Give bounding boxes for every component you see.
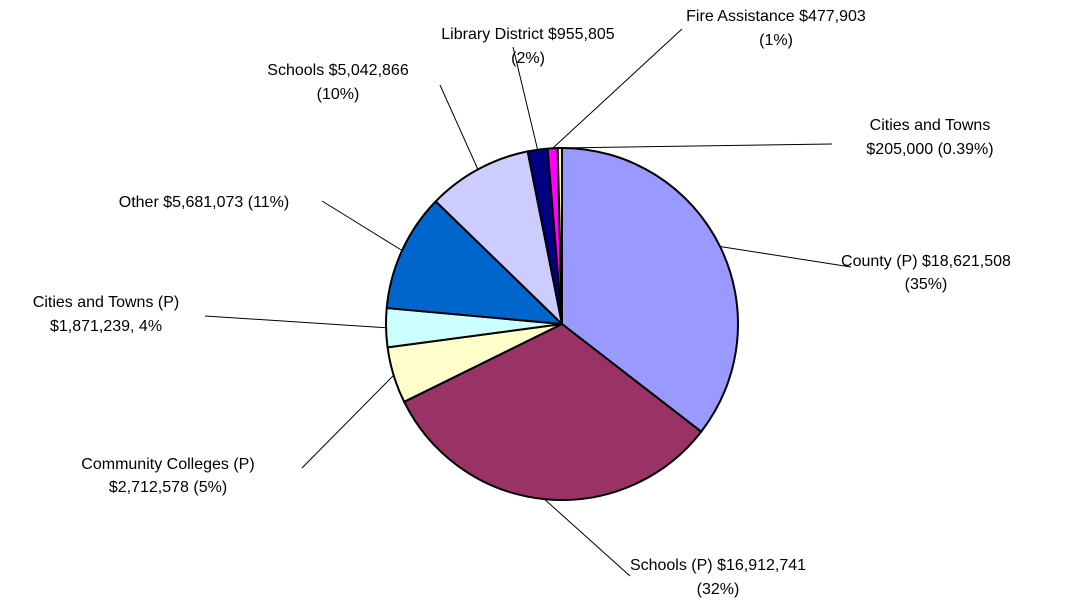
leader-line <box>552 28 683 149</box>
slice-label-line: (2%) <box>511 50 545 67</box>
pie-slice <box>403 323 703 501</box>
slice-label-line: Community Colleges (P) <box>81 456 254 473</box>
pie-slices <box>385 146 739 501</box>
slice-label-line: Fire Assistance $477,903 <box>686 8 866 25</box>
pie-slice <box>434 150 563 325</box>
leader-line <box>512 46 539 150</box>
slice-label-line: $2,712,578 (5%) <box>109 479 227 496</box>
slice-label-line: Library District $955,805 <box>441 26 615 43</box>
slice-label-line: $205,000 (0.39%) <box>866 141 993 158</box>
slice-label: Other $5,681,073 (11%) <box>119 194 289 211</box>
slice-label: Schools $5,042,866 (10%) <box>267 62 409 103</box>
slice-label-line: $1,871,239, 4% <box>50 318 162 335</box>
slice-label: Cities and Towns (P) $1,871,239, 4% <box>33 294 179 335</box>
slice-label: Library District $955,805 (2%) <box>441 26 615 67</box>
leader-line <box>439 84 479 170</box>
slice-label: Community Colleges (P) $2,712,578 (5%) <box>81 456 254 496</box>
slice-label-line: Schools (P) $16,912,741 <box>630 557 806 574</box>
slice-label: Cities and Towns $205,000 (0.39%) <box>866 117 993 158</box>
slice-label-line: (10%) <box>317 86 360 103</box>
leader-line <box>559 143 833 149</box>
leader-lines <box>204 28 852 577</box>
slice-label: County (P) $18,621,508 (35%) <box>841 253 1011 293</box>
slice-label: Schools (P) $16,912,741 (32%) <box>630 557 806 598</box>
slice-label-line: (35%) <box>905 276 948 293</box>
slice-label-line: Schools $5,042,866 <box>267 62 409 79</box>
slice-label-line: Cities and Towns (P) <box>33 294 179 311</box>
slice-label-line: (32%) <box>697 581 740 598</box>
slice-label-line: (1%) <box>759 32 793 49</box>
leader-line <box>301 374 394 469</box>
pie-slice <box>385 200 563 325</box>
slice-label-line: Cities and Towns <box>870 117 991 134</box>
slice-label-line: Other $5,681,073 (11%) <box>119 194 289 211</box>
slice-labels: County (P) $18,621,508 (35%) Schools (P) $… <box>33 8 1011 598</box>
leader-line <box>544 498 631 577</box>
slice-label: Fire Assistance $477,903 (1%) <box>686 8 866 49</box>
slice-label-line: County (P) $18,621,508 <box>841 253 1011 270</box>
leader-line <box>204 315 387 329</box>
leader-line <box>321 200 403 251</box>
leader-line <box>719 245 852 268</box>
